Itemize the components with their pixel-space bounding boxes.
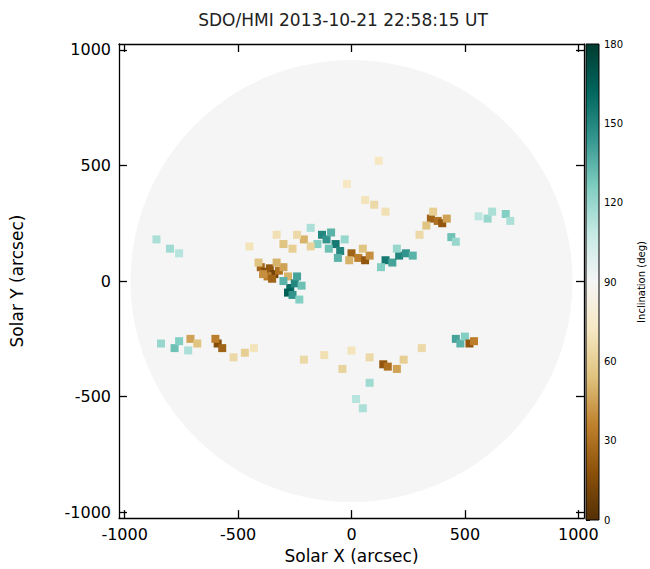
svg-text:-500: -500 xyxy=(75,387,111,406)
svg-text:90: 90 xyxy=(604,277,617,288)
svg-text:SDO/HMI 2013-10-21 22:58:15 UT: SDO/HMI 2013-10-21 22:58:15 UT xyxy=(198,10,488,30)
svg-text:1000: 1000 xyxy=(70,40,111,59)
svg-text:Inclination (deg): Inclination (deg) xyxy=(636,241,647,323)
svg-text:Solar X (arcsec): Solar X (arcsec) xyxy=(284,546,418,566)
svg-text:Solar Y (arcsec): Solar Y (arcsec) xyxy=(7,215,27,348)
svg-text:0: 0 xyxy=(604,515,610,526)
svg-text:1000: 1000 xyxy=(558,525,599,544)
svg-text:-1000: -1000 xyxy=(101,525,148,544)
svg-text:-500: -500 xyxy=(220,525,256,544)
svg-text:30: 30 xyxy=(604,435,617,446)
svg-text:120: 120 xyxy=(604,197,623,208)
svg-text:180: 180 xyxy=(604,39,623,50)
svg-text:0: 0 xyxy=(346,525,356,544)
svg-text:0: 0 xyxy=(101,272,111,291)
svg-text:500: 500 xyxy=(80,156,111,175)
svg-text:500: 500 xyxy=(450,525,481,544)
svg-text:150: 150 xyxy=(604,118,623,129)
svg-text:60: 60 xyxy=(604,356,617,367)
svg-text:-1000: -1000 xyxy=(65,503,112,522)
